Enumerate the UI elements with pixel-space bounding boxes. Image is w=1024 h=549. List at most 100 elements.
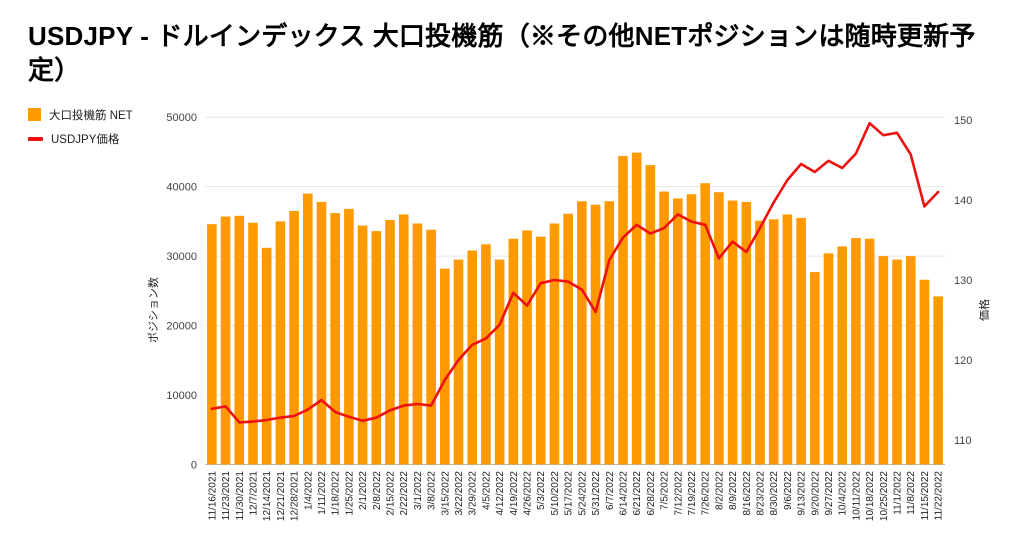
net-position-bar xyxy=(481,244,491,465)
net-position-bar xyxy=(563,213,573,465)
net-position-bar xyxy=(371,231,382,465)
net-position-bar xyxy=(302,193,313,465)
net-position-bar xyxy=(385,220,395,465)
x-axis-tick-label: 2/1/2022 xyxy=(358,471,369,510)
net-position-bar xyxy=(672,198,683,465)
line-series-swatch-icon xyxy=(28,136,43,141)
y-axis-tick-label: 50000 xyxy=(166,112,197,124)
x-axis-tick-label: 8/16/2022 xyxy=(742,471,753,516)
net-position-bar xyxy=(727,200,738,465)
net-position-bar xyxy=(755,220,765,465)
x-axis-tick-label: 6/14/2022 xyxy=(618,471,629,516)
net-position-bar xyxy=(700,183,710,465)
net-position-bar xyxy=(919,279,930,465)
y-axis-tick-label: 20000 xyxy=(166,321,197,333)
x-axis-tick-label: 2/8/2022 xyxy=(372,471,383,510)
x-axis-tick-label: 10/4/2022 xyxy=(838,471,849,516)
x-axis-tick-label: 4/26/2022 xyxy=(523,471,534,516)
net-position-bar xyxy=(823,253,834,465)
y-axis-tick-label: 30000 xyxy=(166,251,197,263)
net-position-bar xyxy=(398,214,409,465)
x-axis-tick-label: 11/15/2022 xyxy=(920,471,931,521)
net-position-bar xyxy=(631,152,642,465)
legend-item-usdjpy: USDJPY価格 xyxy=(28,131,133,146)
chart-title: USDJPY - ドルインデックス 大口投機筋（※その他NETポジションは随時更… xyxy=(28,21,976,85)
legend: 大口投機筋 NET USDJPY価格 xyxy=(28,107,133,146)
net-position-bar xyxy=(412,223,423,465)
y2-axis-tick-label: 130 xyxy=(954,275,972,287)
x-axis-tick-label: 1/11/2022 xyxy=(317,471,328,515)
net-position-bar xyxy=(508,238,519,465)
x-axis-tick-label: 11/1/2022 xyxy=(893,471,904,515)
legend-label-net: 大口投機筋 NET xyxy=(49,109,133,122)
x-axis-tick-label: 11/23/2021 xyxy=(221,471,232,521)
x-axis-tick-label: 3/8/2022 xyxy=(427,471,438,510)
net-position-bar xyxy=(357,225,368,465)
x-axis-tick-label: 7/12/2022 xyxy=(673,471,684,516)
net-position-bar xyxy=(207,224,217,465)
x-axis-tick-label: 11/8/2022 xyxy=(906,471,917,515)
net-position-bar xyxy=(234,215,245,465)
net-position-bar xyxy=(686,194,697,465)
net-position-bar xyxy=(261,247,272,465)
y2-axis-tick-label: 150 xyxy=(954,115,972,127)
x-axis-tick-label: 4/12/2022 xyxy=(495,471,506,516)
y2-axis-tick-label: 120 xyxy=(954,355,972,367)
net-position-bar xyxy=(768,219,779,465)
y2-axis-tick-label: 110 xyxy=(954,435,972,447)
net-position-bar xyxy=(933,296,943,465)
x-axis-tick-label: 12/21/2021 xyxy=(276,471,287,521)
net-position-bar xyxy=(659,191,669,465)
net-position-bar xyxy=(330,213,340,465)
net-position-bar xyxy=(316,201,327,465)
net-position-bar xyxy=(549,223,560,465)
net-position-bar xyxy=(535,236,546,465)
x-axis-tick-label: 5/3/2022 xyxy=(536,471,547,510)
x-axis-tick-label: 8/30/2022 xyxy=(769,471,780,516)
x-axis-tick-label: 11/22/2022 xyxy=(934,471,945,521)
x-axis-tick-label: 10/18/2022 xyxy=(865,471,876,521)
x-axis-tick-label: 3/29/2022 xyxy=(468,471,479,516)
net-position-bar xyxy=(851,238,861,465)
x-axis-tick-label: 1/25/2022 xyxy=(344,471,355,516)
x-axis-tick-label: 10/11/2022 xyxy=(851,471,862,521)
x-axis-tick-label: 5/31/2022 xyxy=(591,471,602,516)
x-axis-tick-label: 2/15/2022 xyxy=(386,471,397,516)
x-axis-tick-label: 9/6/2022 xyxy=(783,471,794,510)
y-axis-tick-label: 0 xyxy=(191,460,197,472)
net-position-bar xyxy=(864,238,875,465)
net-position-bar xyxy=(440,268,450,465)
x-axis-tick-label: 5/17/2022 xyxy=(564,471,575,516)
net-position-bar xyxy=(426,229,436,465)
x-axis-tick-label: 7/19/2022 xyxy=(687,471,698,516)
x-axis-tick-label: 3/22/2022 xyxy=(454,471,465,516)
x-axis-tick-label: 1/4/2022 xyxy=(303,471,314,510)
x-axis-tick-label: 6/21/2022 xyxy=(632,471,643,516)
net-position-bar xyxy=(577,201,587,465)
x-axis-tick-label: 5/10/2022 xyxy=(550,471,561,516)
x-axis-tick-label: 2/22/2022 xyxy=(399,471,410,516)
x-axis-tick-label: 5/24/2022 xyxy=(577,471,588,516)
net-position-bar xyxy=(892,259,902,465)
x-axis-tick-label: 1/18/2022 xyxy=(331,471,342,516)
x-axis-tick-label: 7/26/2022 xyxy=(701,471,712,516)
x-axis-tick-label: 9/13/2022 xyxy=(797,471,808,516)
x-axis-tick-label: 11/16/2021 xyxy=(207,471,218,521)
net-position-bar xyxy=(878,256,889,465)
net-position-bar xyxy=(796,217,806,465)
x-axis-tick-label: 3/15/2022 xyxy=(440,471,451,516)
y2-axis-tick-label: 140 xyxy=(954,195,972,207)
x-axis-tick-label: 12/28/2021 xyxy=(290,471,301,521)
legend-label-usdjpy: USDJPY価格 xyxy=(51,133,120,146)
x-axis-tick-label: 7/5/2022 xyxy=(660,471,671,510)
net-position-bar xyxy=(837,246,848,465)
x-axis-tick-label: 6/7/2022 xyxy=(605,471,616,510)
net-position-bar xyxy=(714,192,724,465)
y-axis-tick-label: 10000 xyxy=(166,390,197,402)
net-position-bar xyxy=(344,208,354,465)
net-position-bar xyxy=(604,201,615,465)
x-axis-tick-label: 11/30/2021 xyxy=(235,471,246,521)
net-position-bar xyxy=(741,201,752,465)
